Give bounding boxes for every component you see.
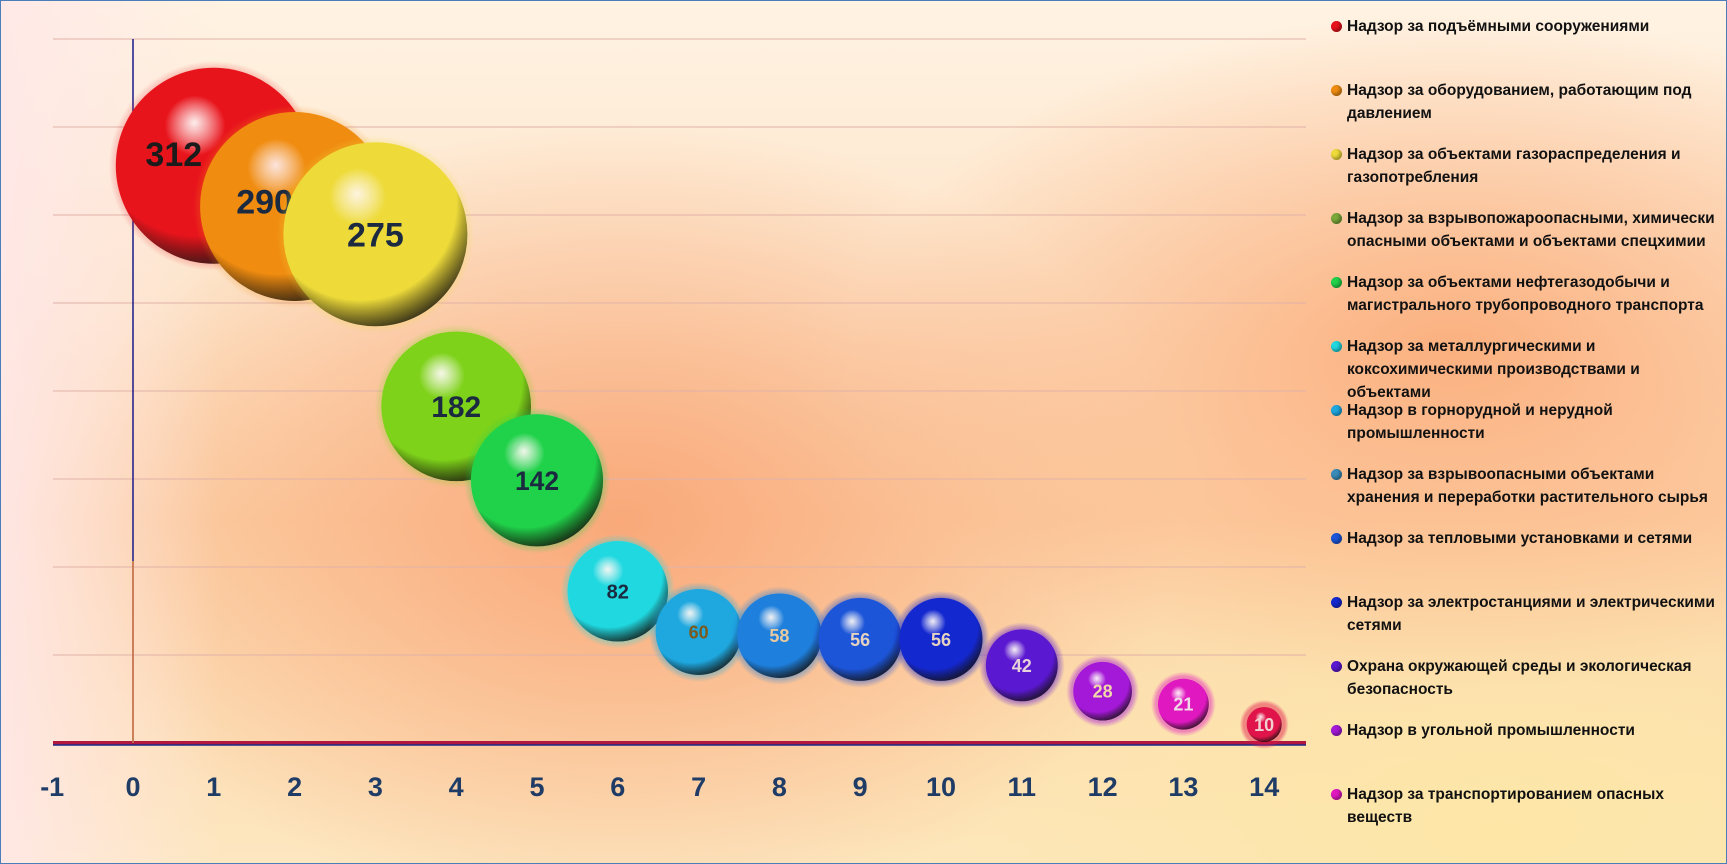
data-label: 42 [1012, 656, 1032, 676]
legend-item: Надзор за подъёмными сооружениями [1331, 15, 1721, 38]
bubble-point [1246, 706, 1282, 743]
legend-marker-icon [1331, 21, 1342, 32]
legend-marker-icon [1331, 85, 1342, 96]
bubble-point [737, 593, 822, 678]
x-tick-labels: -1 0 1 2 3 4 5 6 7 8 9 10 11 12 13 14 [40, 772, 1279, 802]
data-label: 10 [1254, 715, 1274, 735]
legend-item: Охрана окружающей среды и экологическая … [1331, 655, 1721, 701]
x-tick-label: 0 [125, 772, 140, 802]
legend-marker-icon [1331, 725, 1342, 736]
legend-marker-icon [1331, 597, 1342, 608]
data-label: 312 [145, 136, 202, 174]
data-label: 82 [607, 582, 629, 604]
data-label: 142 [515, 466, 559, 496]
x-tick-label: 1 [206, 772, 221, 802]
bubble-point [818, 597, 902, 681]
x-tick-label: -1 [40, 772, 64, 802]
data-label: 275 [347, 216, 404, 254]
legend-item: Надзор за объектами газораспределения и … [1331, 143, 1721, 189]
bubble-point [567, 541, 669, 642]
x-tick-label: 7 [691, 772, 706, 802]
legend-label: Надзор за оборудованием, работающим под … [1347, 82, 1692, 122]
legend-item: Надзор за взрывоопасными объектами хране… [1331, 463, 1721, 509]
legend-label: Надзор за тепловыми установками и сетями [1347, 530, 1693, 547]
x-tick-label: 5 [529, 772, 544, 802]
x-tick-label: 12 [1088, 772, 1118, 802]
x-tick-label: 10 [926, 772, 956, 802]
legend-marker-icon [1331, 277, 1342, 288]
legend-item: Надзор за объектами нефтегазодобычи и ма… [1331, 271, 1721, 317]
legend-label: Надзор в горнорудной и нерудной промышле… [1347, 402, 1613, 442]
legend-marker-icon [1331, 789, 1342, 800]
legend-marker-icon [1331, 469, 1342, 480]
legend-item: Надзор за взрывопожароопасными, химическ… [1331, 207, 1721, 253]
legend-label: Надзор в угольной промышленности [1347, 722, 1635, 739]
x-tick-label: 6 [610, 772, 625, 802]
legend-item: Надзор за электростанциями и электрическ… [1331, 591, 1721, 637]
x-tick-label: 3 [368, 772, 383, 802]
data-label: 21 [1173, 695, 1193, 715]
x-tick-label: 4 [449, 772, 464, 802]
bubble-point [283, 142, 468, 327]
x-tick-label: 8 [772, 772, 787, 802]
data-label: 58 [769, 626, 789, 646]
legend-label: Надзор за объектами нефтегазодобычи и ма… [1347, 274, 1704, 314]
legend-label: Надзор за подъёмными сооружениями [1347, 18, 1650, 35]
legend-marker-icon [1331, 405, 1342, 416]
data-label: 60 [689, 622, 709, 642]
legend-item: Надзор в горнорудной и нерудной промышле… [1331, 399, 1721, 445]
data-label: 56 [850, 630, 870, 650]
bubble-point [1073, 661, 1132, 721]
legend-label: Надзор за электростанциями и электрическ… [1347, 594, 1715, 634]
legend-marker-icon [1331, 149, 1342, 160]
legend-label: Надзор за объектами газораспределения и … [1347, 146, 1681, 186]
bubble-point [470, 414, 604, 547]
x-tick-label: 11 [1008, 772, 1037, 802]
legend-item: Надзор за металлургическими и коксохимич… [1331, 335, 1721, 404]
data-label: 56 [931, 630, 951, 650]
bubble-point [655, 589, 742, 675]
legend-marker-icon [1331, 533, 1342, 544]
legend-item: Надзор за оборудованием, работающим под … [1331, 79, 1721, 125]
legend-marker-icon [1331, 341, 1342, 352]
data-label: 182 [431, 391, 481, 424]
legend-item: Надзор за транспортированием опасных вещ… [1331, 783, 1721, 829]
legend-marker-icon [1331, 661, 1342, 672]
x-tick-label: 13 [1168, 772, 1198, 802]
legend-marker-icon [1331, 213, 1342, 224]
data-label: 28 [1093, 682, 1113, 702]
x-tick-label: 2 [287, 772, 302, 802]
x-tick-label: 9 [853, 772, 868, 802]
bubble-point [899, 597, 983, 681]
bubble-point [1157, 678, 1209, 730]
legend-item: Надзор в угольной промышленности [1331, 719, 1721, 742]
legend-label: Надзор за взрывоопасными объектами хране… [1347, 466, 1708, 506]
legend-item: Надзор за тепловыми установками и сетями [1331, 527, 1721, 550]
x-tick-label: 14 [1249, 772, 1279, 802]
legend-label: Надзор за металлургическими и коксохимич… [1347, 338, 1640, 401]
legend-label: Охрана окружающей среды и экологическая … [1347, 658, 1692, 698]
legend-label: Надзор за транспортированием опасных вещ… [1347, 786, 1664, 826]
bubble-point [985, 629, 1058, 702]
legend-label: Надзор за взрывопожароопасными, химическ… [1347, 210, 1715, 250]
